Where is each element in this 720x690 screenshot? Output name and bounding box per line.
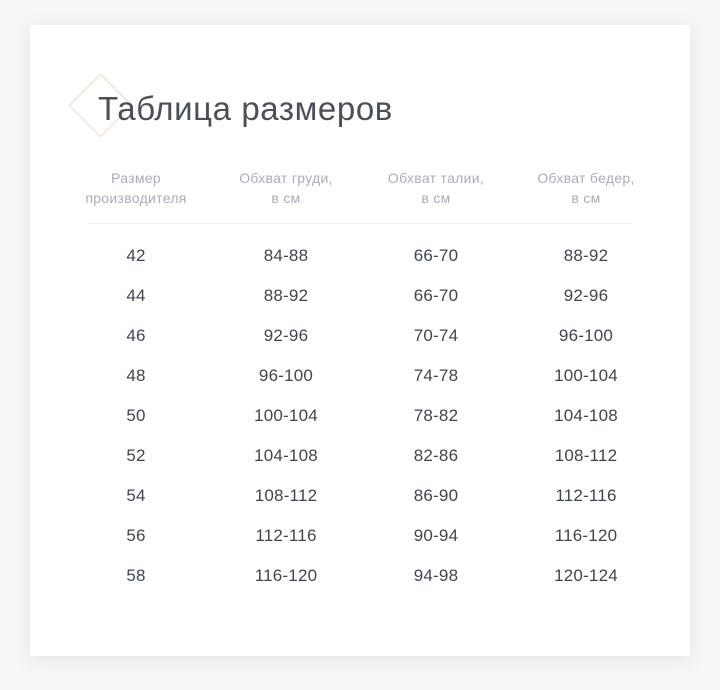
table-cell: 86-90 bbox=[413, 486, 459, 505]
table-cell: 112-116 bbox=[255, 526, 317, 545]
table-cell: 100-104 bbox=[554, 366, 618, 385]
table-cell: 96-100 bbox=[258, 366, 314, 385]
table-row: 56 112-116 90-94 116-120 bbox=[61, 516, 661, 556]
header-line: Размер bbox=[111, 170, 161, 186]
table-cell: 56 bbox=[126, 526, 146, 545]
table-cell: 58 bbox=[126, 566, 146, 585]
title-section: Таблица размеров bbox=[30, 25, 690, 165]
header-cell-size: Размер производителя bbox=[61, 168, 211, 208]
table-cell: 104-108 bbox=[554, 406, 618, 425]
header-line: в см bbox=[271, 190, 301, 206]
table-cell: 82-86 bbox=[413, 446, 459, 465]
table-row: 58 116-120 94-98 120-124 bbox=[61, 556, 661, 596]
header-line: в см bbox=[421, 190, 451, 206]
header-cell-chest: Обхват груди, в см bbox=[211, 168, 361, 208]
table-cell: 54 bbox=[126, 486, 146, 505]
table-cell: 42 bbox=[126, 246, 146, 265]
table-cell: 52 bbox=[126, 446, 146, 465]
header-cell-waist: Обхват талии, в см bbox=[361, 168, 511, 208]
table-row: 48 96-100 74-78 100-104 bbox=[61, 356, 661, 396]
table-row: 54 108-112 86-90 112-116 bbox=[61, 476, 661, 516]
table-cell: 70-74 bbox=[413, 326, 459, 345]
table-row: 44 88-92 66-70 92-96 bbox=[61, 276, 661, 316]
page-title: Таблица размеров bbox=[98, 90, 393, 127]
header-line: Обхват груди, bbox=[239, 170, 333, 186]
table-cell: 116-120 bbox=[554, 526, 618, 545]
table-cell: 88-92 bbox=[563, 246, 609, 265]
size-table: Размер производителя Обхват груди, в см … bbox=[61, 168, 661, 596]
table-row: 42 84-88 66-70 88-92 bbox=[61, 236, 661, 276]
table-header: Размер производителя Обхват груди, в см … bbox=[61, 168, 661, 208]
table-cell: 74-78 bbox=[413, 366, 459, 385]
size-chart-card: Таблица размеров Размер производителя Об… bbox=[30, 25, 690, 656]
table-cell: 116-120 bbox=[254, 566, 318, 585]
table-cell: 112-116 bbox=[555, 486, 617, 505]
table-cell: 104-108 bbox=[254, 446, 318, 465]
table-cell: 90-94 bbox=[413, 526, 459, 545]
header-line: Обхват талии, bbox=[387, 170, 485, 186]
table-cell: 50 bbox=[126, 406, 146, 425]
table-cell: 108-112 bbox=[254, 486, 318, 505]
table-cell: 66-70 bbox=[413, 246, 459, 265]
table-cell: 94-98 bbox=[413, 566, 459, 585]
table-body: 42 84-88 66-70 88-92 44 88-92 66-70 92-96 46 92-9… bbox=[61, 236, 661, 596]
table-cell: 96-100 bbox=[558, 326, 614, 345]
header-divider bbox=[89, 223, 632, 224]
header-line: производителя bbox=[85, 190, 187, 206]
table-cell: 44 bbox=[126, 286, 146, 305]
header-line: Обхват бедер, bbox=[537, 170, 635, 186]
table-row: 46 92-96 70-74 96-100 bbox=[61, 316, 661, 356]
table-cell: 78-82 bbox=[413, 406, 459, 425]
table-cell: 66-70 bbox=[413, 286, 459, 305]
table-cell: 108-112 bbox=[554, 446, 618, 465]
table-cell: 48 bbox=[126, 366, 146, 385]
table-cell: 88-92 bbox=[263, 286, 309, 305]
table-cell: 46 bbox=[126, 326, 146, 345]
table-cell: 120-124 bbox=[554, 566, 618, 585]
table-cell: 84-88 bbox=[263, 246, 309, 265]
table-cell: 92-96 bbox=[563, 286, 609, 305]
table-cell: 92-96 bbox=[263, 326, 309, 345]
table-row: 50 100-104 78-82 104-108 bbox=[61, 396, 661, 436]
header-cell-hips: Обхват бедер, в см bbox=[511, 168, 661, 208]
header-line: в см bbox=[571, 190, 601, 206]
table-cell: 100-104 bbox=[254, 406, 318, 425]
table-row: 52 104-108 82-86 108-112 bbox=[61, 436, 661, 476]
